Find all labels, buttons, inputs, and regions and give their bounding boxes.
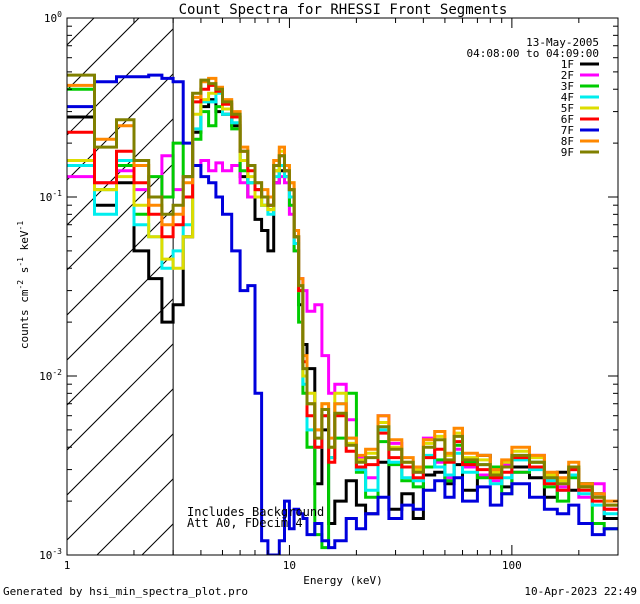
hatch-line bbox=[67, 433, 174, 541]
y-tick-label: 10-3 bbox=[39, 547, 62, 562]
series-group bbox=[67, 73, 618, 555]
y-axis-label-exp2: -1 bbox=[16, 257, 25, 267]
footer-timestamp: 10-Apr-2023 22:49 bbox=[524, 585, 637, 598]
footer-generated-by: Generated by hsi_min_spectra_plot.pro bbox=[3, 585, 248, 598]
y-axis-label-base: counts cm bbox=[18, 289, 31, 349]
series-line-6f bbox=[67, 83, 618, 511]
hatch-line bbox=[67, 388, 174, 496]
x-axis-label: Energy (keV) bbox=[303, 574, 382, 587]
legend-label-2f: 2F bbox=[561, 69, 574, 82]
series-line-9f bbox=[67, 73, 618, 507]
y-axis-label-mid: s bbox=[18, 267, 31, 280]
x-tick-labels: 1 10 100 bbox=[64, 559, 522, 572]
legend-label-7f: 7F bbox=[561, 124, 574, 137]
y-axis-label: counts cm-2 s-1 keV-1 bbox=[16, 221, 31, 349]
series-line-4f bbox=[67, 91, 618, 516]
legend-label-5f: 5F bbox=[561, 102, 574, 115]
y-tick-label: 10-1 bbox=[39, 189, 62, 204]
hatch-line bbox=[67, 18, 140, 91]
x-tick-label: 1 bbox=[64, 559, 71, 572]
plot-frame bbox=[66, 17, 619, 556]
y-tick-label-base: 10 bbox=[39, 191, 52, 204]
annotation-background: Includes Background bbox=[187, 505, 324, 519]
chart-title: Count Spectra for RHESSI Front Segments bbox=[179, 2, 508, 18]
y-tick-label-base: 10 bbox=[39, 370, 52, 383]
hatch-line bbox=[67, 118, 174, 226]
series-line-7f bbox=[67, 73, 618, 555]
y-tick-label-exp: -1 bbox=[52, 189, 62, 198]
y-tick-label-exp: 0 bbox=[57, 10, 62, 19]
legend-label-4f: 4F bbox=[561, 91, 574, 104]
hatch-line bbox=[67, 28, 174, 136]
axis-ticks bbox=[66, 17, 619, 556]
hatch-line bbox=[67, 163, 174, 271]
hatch-line bbox=[67, 73, 174, 181]
annotation-attenuator: Att A0, FDecim 4 bbox=[187, 516, 303, 530]
time-range-label: 04:08:00 to 04:09:00 bbox=[467, 47, 599, 60]
x-tick-label: 100 bbox=[502, 559, 522, 572]
y-tick-label-exp: -3 bbox=[52, 547, 62, 556]
legend-label-1f: 1F bbox=[561, 58, 574, 71]
y-axis-label-exp3: -1 bbox=[16, 221, 25, 231]
y-tick-label-exp: -2 bbox=[52, 368, 62, 377]
legend-label-9f: 9F bbox=[561, 146, 574, 159]
y-tick-label: 10-2 bbox=[39, 368, 62, 383]
hatch-line bbox=[67, 208, 174, 316]
legend-label-6f: 6F bbox=[561, 113, 574, 126]
series-line-5f bbox=[67, 87, 618, 507]
y-axis-label-unit: keV bbox=[18, 230, 31, 257]
legend-label-3f: 3F bbox=[561, 80, 574, 93]
y-axis-label-exp1: -2 bbox=[16, 280, 25, 290]
x-tick-label: 10 bbox=[283, 559, 296, 572]
y-tick-label-base: 10 bbox=[44, 12, 57, 25]
legend-label-8f: 8F bbox=[561, 135, 574, 148]
y-tick-label: 100 bbox=[44, 10, 62, 25]
date-label: 13-May-2005 bbox=[526, 36, 599, 49]
y-tick-label-base: 10 bbox=[39, 549, 52, 562]
hatch-line bbox=[0, 0, 67, 555]
